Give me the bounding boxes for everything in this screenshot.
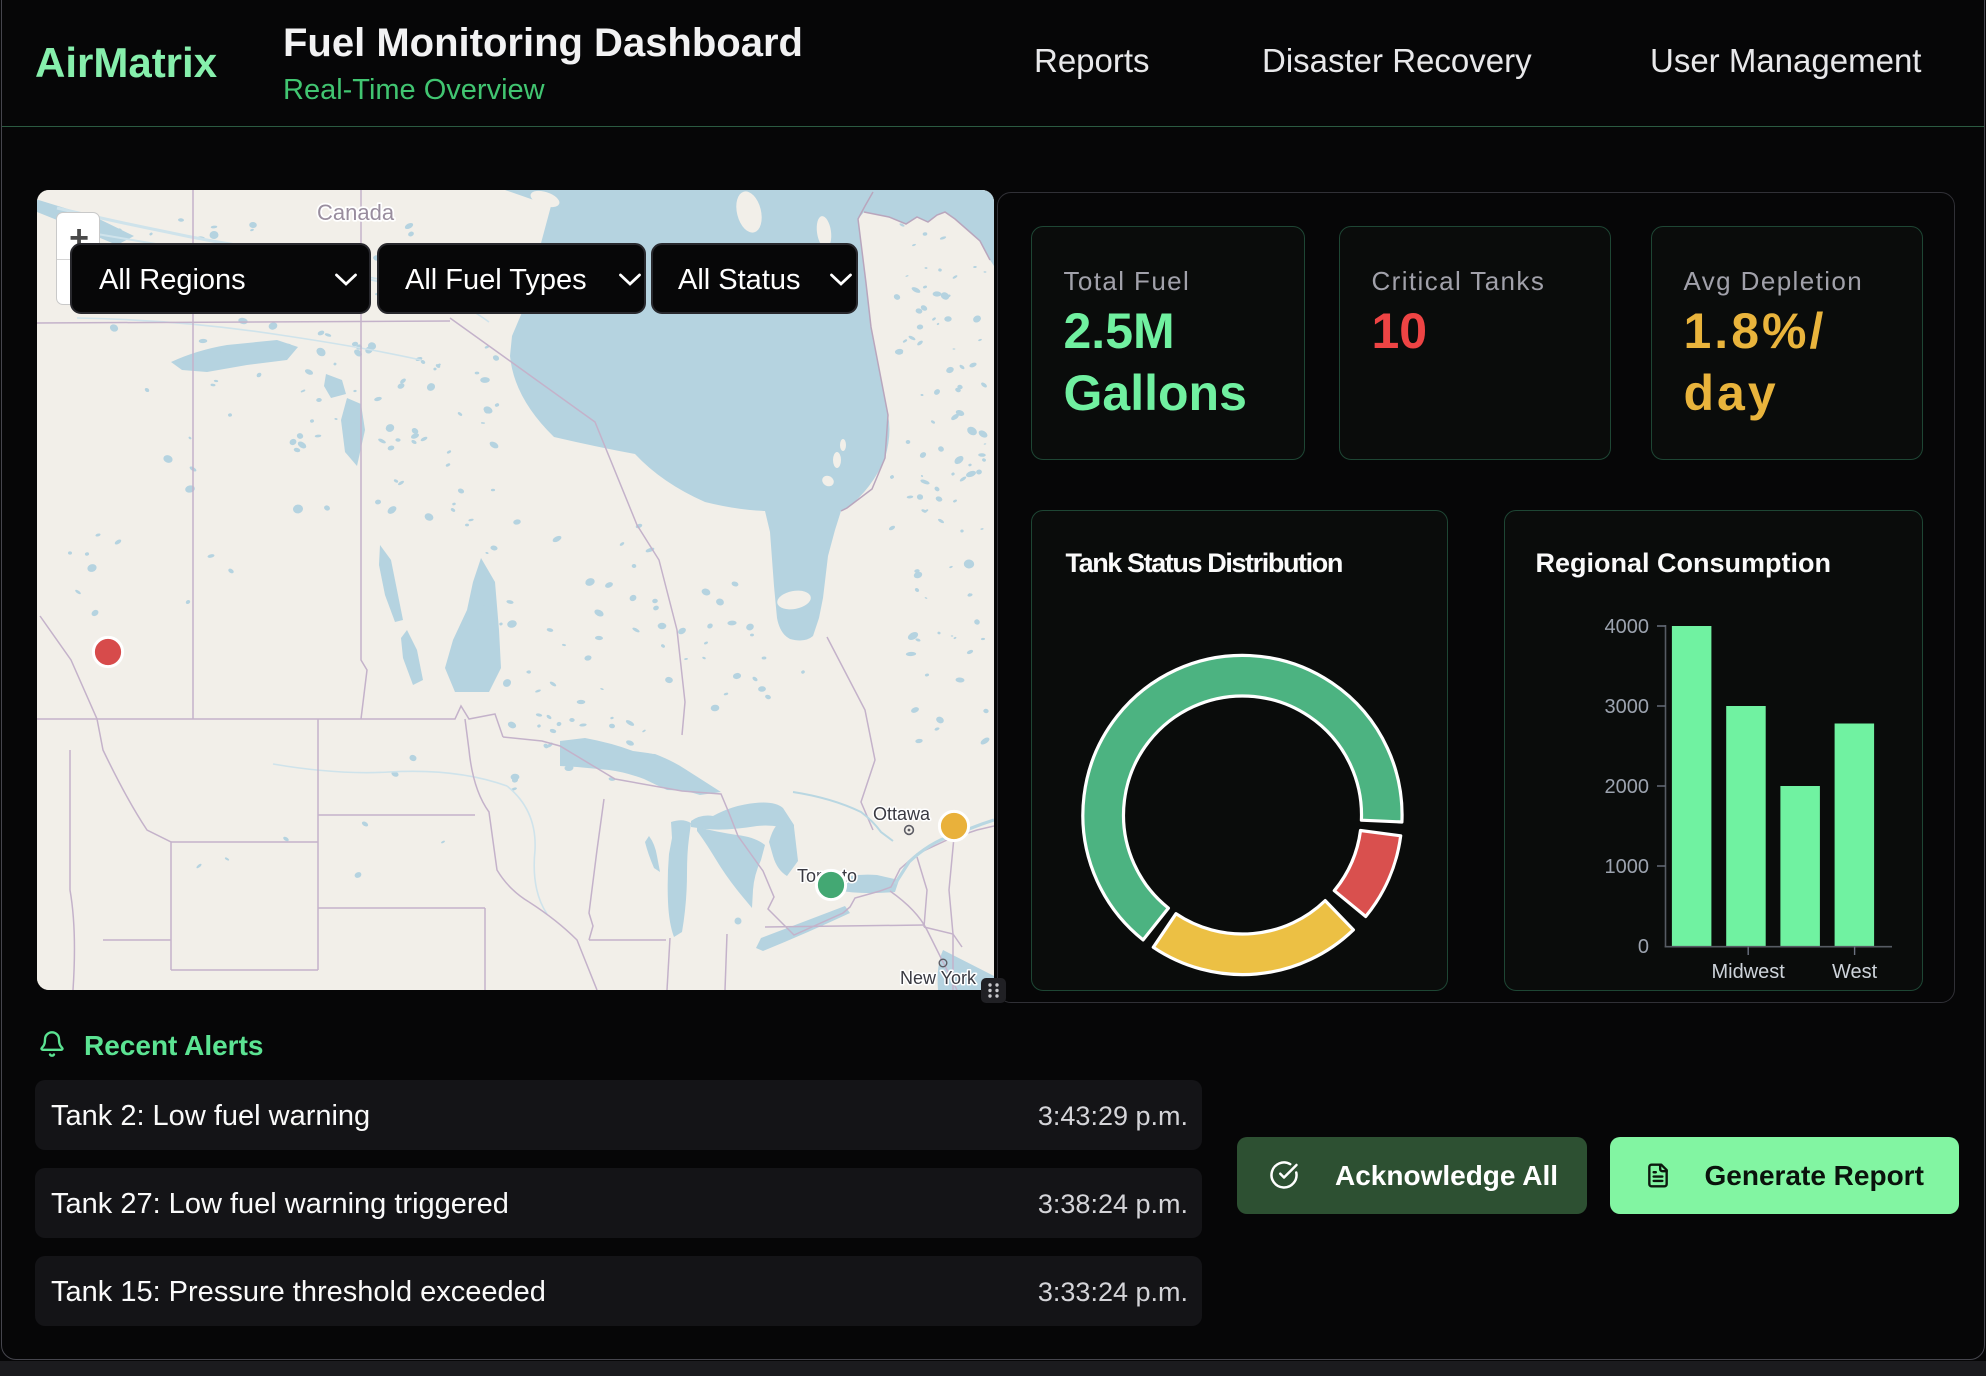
svg-text:Ottawa: Ottawa [873, 804, 931, 824]
svg-text:0: 0 [1637, 936, 1648, 958]
svg-text:Midwest: Midwest [1711, 961, 1785, 981]
svg-text:Canada: Canada [317, 200, 395, 225]
svg-text:West: West [1831, 961, 1877, 981]
svg-text:3000: 3000 [1604, 696, 1649, 718]
svg-text:New York: New York [900, 968, 977, 988]
svg-text:2000: 2000 [1604, 776, 1649, 798]
svg-text:4000: 4000 [1604, 616, 1649, 638]
svg-text:1000: 1000 [1604, 856, 1649, 878]
